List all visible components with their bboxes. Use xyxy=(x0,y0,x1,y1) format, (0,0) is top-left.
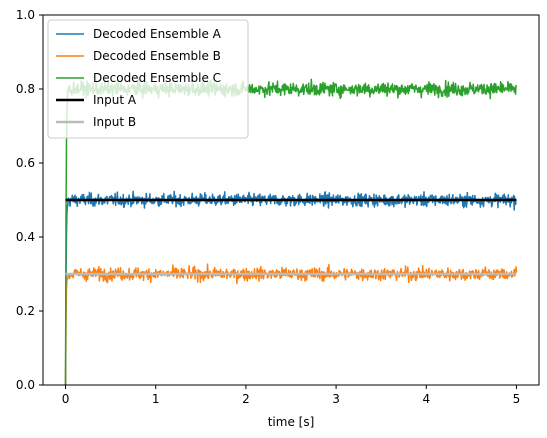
x-tick-label: 3 xyxy=(332,392,340,406)
y-tick-label: 0.2 xyxy=(16,304,35,318)
y-tick-label: 0.8 xyxy=(16,82,35,96)
ticks: 0 1 2 3 4 5 0.0 0.2 0.4 0.6 0.8 1.0 xyxy=(16,8,520,406)
legend-label: Decoded Ensemble B xyxy=(93,49,221,63)
axes-frame xyxy=(42,14,540,386)
x-tick-label: 1 xyxy=(152,392,160,406)
x-tick-label: 5 xyxy=(513,392,521,406)
y-tick-label: 0.4 xyxy=(16,230,35,244)
legend-label: Decoded Ensemble C xyxy=(93,71,221,85)
x-tick-label: 2 xyxy=(242,392,250,406)
x-tick-label: 0 xyxy=(62,392,70,406)
legend-label: Input A xyxy=(93,93,137,107)
legend-label: Input B xyxy=(93,115,136,129)
legend: Decoded Ensemble A Decoded Ensemble B Deco… xyxy=(47,19,249,139)
y-tick-label: 0.6 xyxy=(16,156,35,170)
x-axis-label: time [s] xyxy=(268,415,315,429)
y-tick-label: 0.0 xyxy=(16,378,35,392)
x-tick-label: 4 xyxy=(422,392,430,406)
legend-label: Decoded Ensemble A xyxy=(93,27,222,41)
legend-box xyxy=(47,19,249,139)
series-lines xyxy=(64,77,518,386)
y-tick-label: 1.0 xyxy=(16,8,35,22)
